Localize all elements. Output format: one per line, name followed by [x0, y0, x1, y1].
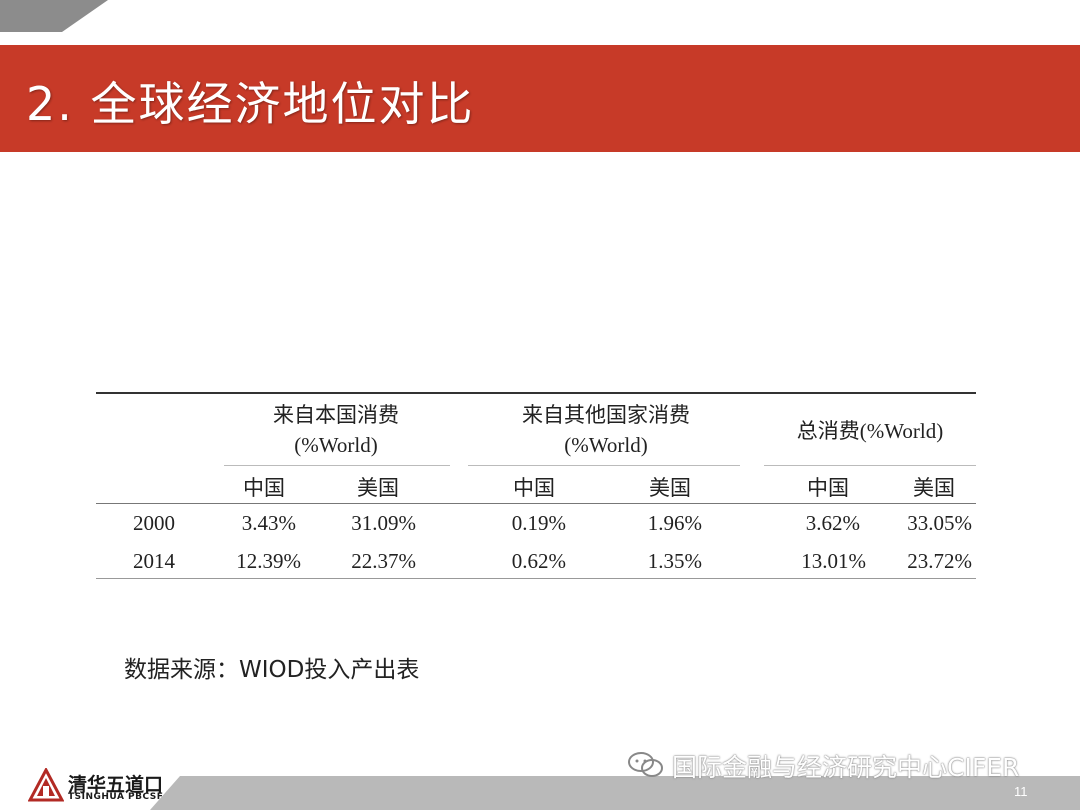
- source-note: 数据来源：WIOD投入产出表: [124, 657, 420, 683]
- group-header-foreign: 来自其他国家消费 (%World): [466, 400, 746, 460]
- subheader-us-foreign: 美国: [649, 476, 691, 500]
- table-cell: 33.05%: [907, 511, 972, 535]
- table-cell: 1.96%: [647, 511, 702, 535]
- subheader-china-domestic: 中国: [243, 476, 285, 500]
- pbcsf-logo: 清华五道口 TSINGHUA PBCSF: [28, 768, 168, 806]
- group-rule-foreign: [468, 465, 740, 466]
- title-bar: [0, 45, 1080, 152]
- pbcsf-logo-icon: [28, 768, 64, 802]
- table-cell: 31.09%: [351, 511, 416, 535]
- table-cell: 0.19%: [511, 511, 566, 535]
- table-cell: 3.62%: [805, 511, 860, 535]
- group-header-total: 总消费(%World): [764, 416, 976, 446]
- table-top-rule: [96, 392, 976, 394]
- corner-decoration: [0, 0, 108, 32]
- subheader-us-total: 美国: [913, 476, 955, 500]
- group-rule-total: [764, 465, 976, 466]
- group-header-domestic: 来自本国消费 (%World): [226, 400, 446, 460]
- table-bottom-rule: [96, 578, 976, 579]
- table-cell: 13.01%: [801, 549, 866, 573]
- group-header-total-line1: 总消费(%World): [796, 419, 944, 443]
- watermark-text: 国际金融与经济研究中心CIFER: [672, 753, 1020, 782]
- footer-stripe: [150, 776, 1080, 810]
- group-header-domestic-line2: (%World): [294, 433, 378, 457]
- row-year-2014: 2014: [133, 549, 175, 573]
- wechat-watermark: 国际金融与经济研究中心CIFER: [628, 748, 1019, 784]
- row-year-2000: 2000: [133, 511, 175, 535]
- page-number: 11: [1014, 784, 1028, 799]
- subheader-china-total: 中国: [807, 476, 849, 500]
- group-header-foreign-line1: 来自其他国家消费: [522, 403, 690, 427]
- table-cell: 1.35%: [647, 549, 702, 573]
- table-mid-rule: [96, 503, 976, 504]
- group-rule-domestic: [224, 465, 450, 466]
- table-cell: 12.39%: [236, 549, 301, 573]
- group-header-foreign-line2: (%World): [564, 433, 648, 457]
- subheader-us-domestic: 美国: [357, 476, 399, 500]
- subheader-china-foreign: 中国: [513, 476, 555, 500]
- logo-chinese-text: 清华五道口: [68, 774, 164, 796]
- group-header-domestic-line1: 来自本国消费: [273, 403, 399, 427]
- table-cell: 23.72%: [907, 549, 972, 573]
- table-cell: 22.37%: [351, 549, 416, 573]
- table-cell: 3.43%: [241, 511, 296, 535]
- slide-title: 2. 全球经济地位对比: [26, 77, 475, 131]
- table-cell: 0.62%: [511, 549, 566, 573]
- logo-english-text: TSINGHUA PBCSF: [68, 792, 164, 802]
- wechat-icon: [628, 752, 663, 777]
